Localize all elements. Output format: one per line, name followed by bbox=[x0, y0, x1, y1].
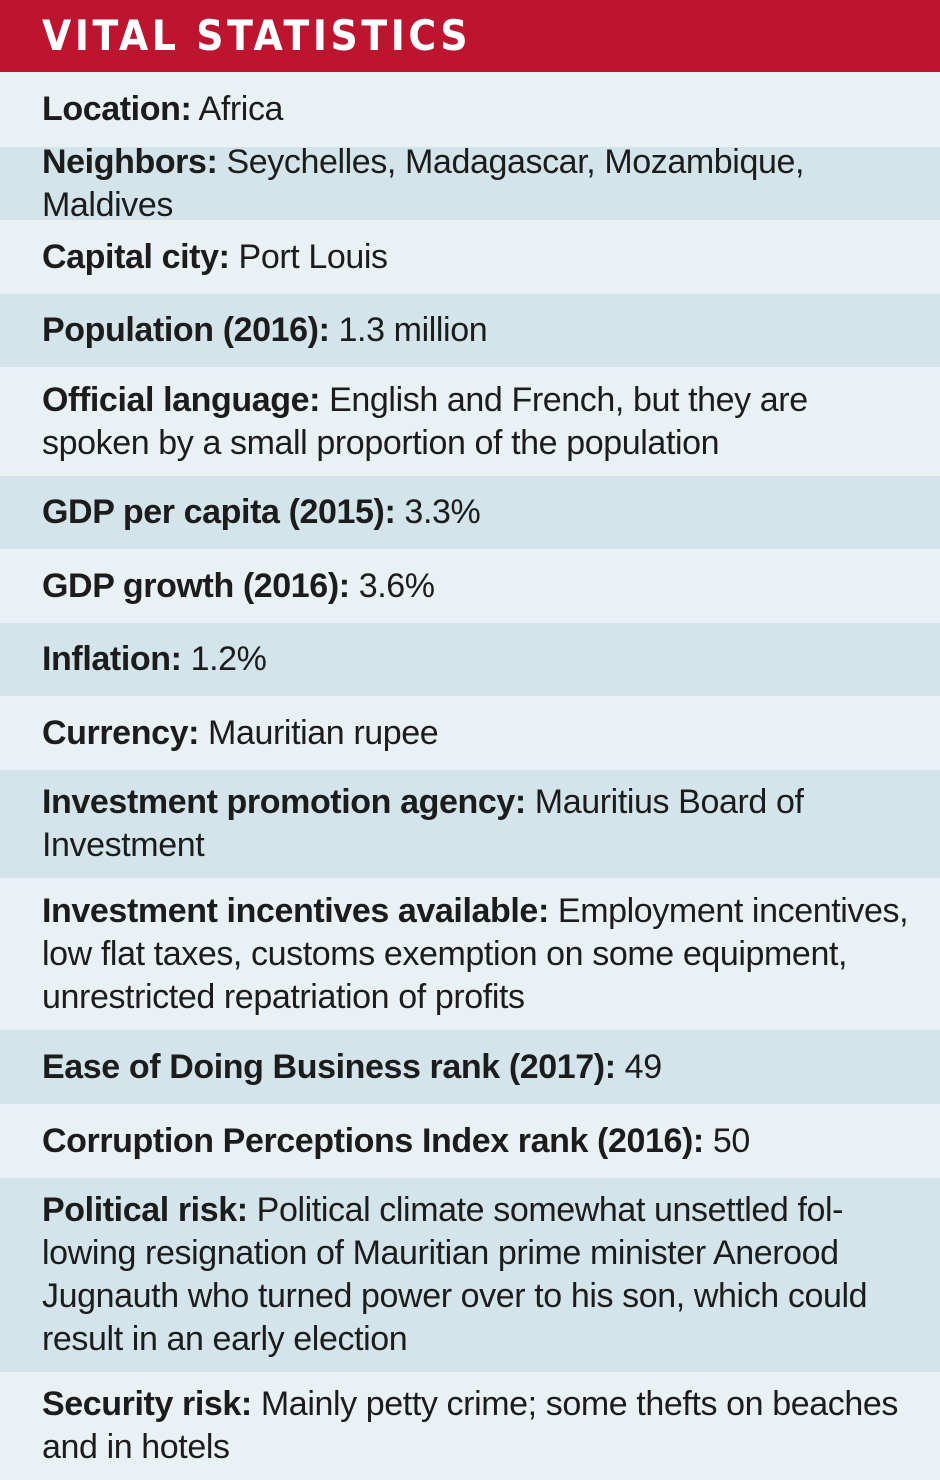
row-label: Security risk: bbox=[42, 1385, 252, 1423]
row-label: Population (2016): bbox=[42, 311, 330, 349]
row-value: Port Louis bbox=[229, 237, 389, 276]
row-label: GDP per capita (2015): bbox=[42, 493, 396, 531]
row-label: Neighbors: bbox=[42, 142, 218, 181]
row-investment-promotion-agency: Investment promotion agency: Mauritius B… bbox=[0, 770, 940, 878]
row-security-risk: Security risk: Mainly petty crime; some … bbox=[0, 1372, 940, 1480]
row-label: Inflation: bbox=[42, 640, 182, 678]
row-corruption-perceptions-index: Corruption Perceptions Index rank (2016)… bbox=[0, 1104, 940, 1178]
row-ease-of-doing-business: Ease of Doing Business rank (2017): 49 bbox=[0, 1030, 940, 1104]
row-label: Ease of Doing Business rank (2017): bbox=[42, 1047, 616, 1086]
header-bar: VITAL STATISTICS bbox=[0, 0, 940, 72]
row-value: 50 bbox=[703, 1121, 750, 1160]
row-capital-city: Capital city: Port Louis bbox=[0, 220, 940, 294]
row-political-risk: Political risk: Political climate somewh… bbox=[0, 1178, 940, 1372]
row-investment-incentives: Investment incentives available: Employm… bbox=[0, 878, 940, 1030]
row-inflation: Inflation: 1.2% bbox=[0, 623, 940, 696]
row-label: Corruption Perceptions Index rank (2016)… bbox=[42, 1121, 704, 1160]
row-label: Capital city: bbox=[42, 237, 230, 276]
row-value: Africa bbox=[191, 90, 284, 128]
row-value: English and French, but they are spoken … bbox=[42, 380, 808, 462]
row-value: 1.2% bbox=[181, 640, 267, 678]
row-label: Official language: bbox=[42, 380, 321, 419]
statistics-list: Location: Africa Neighbors: Seychelles, … bbox=[0, 72, 940, 1480]
row-label: Investment incentives available: bbox=[42, 891, 549, 930]
row-population: Population (2016): 1.3 million bbox=[0, 294, 940, 367]
row-neighbors: Neighbors: Seychelles, Madagascar, Mozam… bbox=[0, 143, 940, 224]
header-title: VITAL STATISTICS bbox=[42, 11, 472, 60]
row-official-language: Official language: English and French, b… bbox=[0, 367, 940, 476]
row-label: GDP growth (2016): bbox=[42, 566, 350, 605]
row-value: 3.6% bbox=[349, 566, 435, 605]
row-label: Investment promotion agency: bbox=[42, 783, 526, 821]
row-currency: Currency: Mauritian rupee bbox=[0, 696, 940, 770]
row-label: Political risk: bbox=[42, 1191, 248, 1229]
row-value: Political climate somewhat unsettled fol… bbox=[42, 1191, 868, 1358]
row-label: Currency: bbox=[42, 713, 200, 752]
row-gdp-growth: GDP growth (2016): 3.6% bbox=[0, 549, 940, 623]
row-value: Mauritian rupee bbox=[199, 713, 439, 752]
row-gdp-per-capita: GDP per capita (2015): 3.3% bbox=[0, 476, 940, 549]
row-label: Location: bbox=[42, 90, 192, 128]
row-value: 3.3% bbox=[395, 493, 481, 531]
row-value: Employment incentives, low flat taxes, c… bbox=[42, 891, 909, 1016]
row-value: Mainly petty crime; some thefts on beach… bbox=[42, 1385, 898, 1466]
row-location: Location: Africa bbox=[0, 72, 940, 147]
row-value: Seychelles, Madagascar, Mozambique, Mald… bbox=[42, 142, 805, 224]
row-value: 1.3 million bbox=[329, 311, 488, 349]
row-value: Mauritius Board of Investment bbox=[42, 783, 804, 864]
row-value: 49 bbox=[615, 1047, 662, 1086]
